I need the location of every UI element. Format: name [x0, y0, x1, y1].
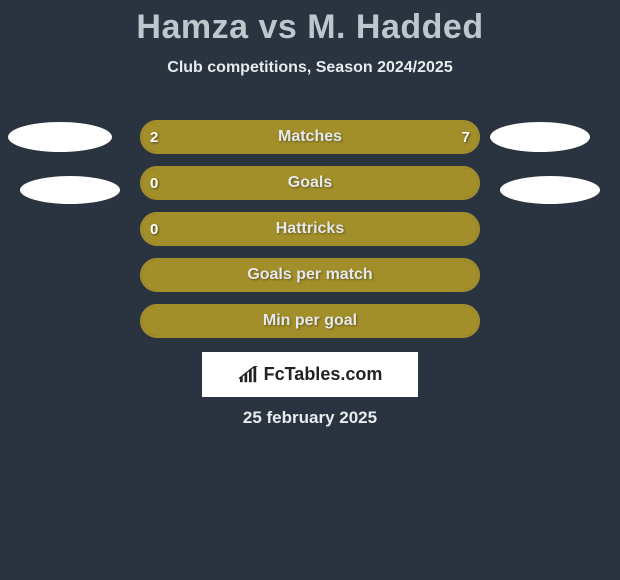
bar-right-fill [142, 260, 478, 290]
value-left: 0 [150, 212, 158, 246]
bar-track [140, 304, 480, 338]
bar-right-fill [142, 306, 478, 336]
avatar-ellipse [8, 122, 112, 152]
bar-track [140, 166, 480, 200]
subtitle: Club competitions, Season 2024/2025 [0, 59, 620, 77]
chart-icon [238, 366, 260, 384]
avatar-ellipse [20, 176, 120, 204]
value-right: 7 [462, 120, 470, 154]
logo-box: FcTables.com [202, 352, 418, 397]
comparison-row: Min per goal [0, 304, 620, 338]
bar-right-fill [142, 168, 478, 198]
page-title: Hamza vs M. Hadded [0, 0, 620, 47]
bar-track [140, 120, 480, 154]
avatar-ellipse [500, 176, 600, 204]
comparison-row: Hattricks0 [0, 212, 620, 246]
avatar-ellipse [490, 122, 590, 152]
logo: FcTables.com [238, 364, 383, 385]
value-left: 0 [150, 166, 158, 200]
logo-text: FcTables.com [264, 364, 383, 385]
bar-track [140, 258, 480, 292]
comparison-row: Goals per match [0, 258, 620, 292]
bar-right-fill [142, 214, 478, 244]
comparison-rows: Matches27Goals0Hattricks0Goals per match… [0, 120, 620, 350]
bar-track [140, 212, 480, 246]
date-label: 25 february 2025 [0, 408, 620, 428]
value-left: 2 [150, 120, 158, 154]
bar-right-fill [216, 122, 478, 152]
